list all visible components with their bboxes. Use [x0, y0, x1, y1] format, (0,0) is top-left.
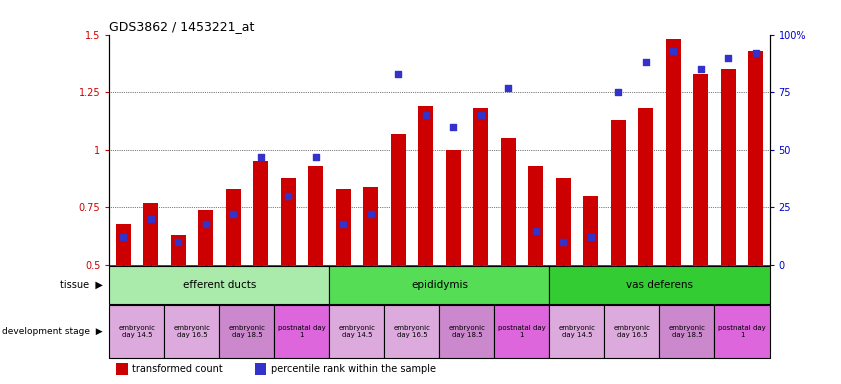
Bar	[255, 362, 267, 375]
Bar	[198, 210, 213, 265]
Text: efferent ducts: efferent ducts	[182, 280, 256, 290]
Point	[198, 220, 212, 227]
Bar	[693, 74, 708, 265]
Bar	[446, 150, 461, 265]
Point	[116, 234, 130, 240]
Bar	[384, 305, 439, 358]
Point	[447, 124, 460, 130]
Bar	[225, 189, 241, 265]
Text: GDS3862 / 1453221_at: GDS3862 / 1453221_at	[109, 20, 255, 33]
Bar	[666, 39, 681, 265]
Point	[364, 211, 378, 217]
Point	[172, 239, 185, 245]
Point	[694, 66, 707, 72]
Bar	[330, 266, 549, 304]
Text: vas deferens: vas deferens	[626, 280, 693, 290]
Text: tissue  ▶: tissue ▶	[60, 280, 103, 290]
Text: embryonic
day 16.5: embryonic day 16.5	[613, 325, 650, 338]
Bar	[495, 305, 549, 358]
Bar	[109, 305, 164, 358]
Bar	[556, 177, 571, 265]
Bar	[439, 305, 495, 358]
Bar	[116, 362, 128, 375]
Point	[226, 211, 240, 217]
Bar	[528, 166, 543, 265]
Bar	[549, 305, 605, 358]
Bar	[330, 305, 384, 358]
Text: development stage  ▶: development stage ▶	[3, 327, 103, 336]
Bar	[500, 138, 516, 265]
Point	[529, 227, 542, 233]
Point	[391, 71, 405, 77]
Point	[336, 220, 350, 227]
Bar	[281, 177, 296, 265]
Point	[474, 112, 488, 118]
Text: embryonic
day 16.5: embryonic day 16.5	[173, 325, 210, 338]
Point	[501, 84, 515, 91]
Bar	[549, 266, 770, 304]
Bar	[363, 187, 378, 265]
Point	[557, 239, 570, 245]
Bar	[253, 161, 268, 265]
Bar	[220, 305, 274, 358]
Text: postnatal day
1: postnatal day 1	[278, 325, 325, 338]
Bar	[721, 69, 736, 265]
Bar	[336, 189, 351, 265]
Point	[639, 59, 653, 65]
Point	[282, 193, 295, 199]
Bar	[638, 108, 653, 265]
Text: embryonic
day 14.5: embryonic day 14.5	[119, 325, 156, 338]
Bar	[748, 51, 764, 265]
Text: embryonic
day 16.5: embryonic day 16.5	[394, 325, 431, 338]
Text: embryonic
day 18.5: embryonic day 18.5	[229, 325, 266, 338]
Text: percentile rank within the sample: percentile rank within the sample	[271, 364, 436, 374]
Point	[584, 234, 597, 240]
Bar	[109, 266, 330, 304]
Bar	[143, 203, 158, 265]
Bar	[659, 305, 715, 358]
Bar	[715, 305, 770, 358]
Text: embryonic
day 18.5: embryonic day 18.5	[448, 325, 485, 338]
Bar	[473, 108, 489, 265]
Point	[144, 216, 157, 222]
Point	[749, 50, 763, 56]
Text: postnatal day
1: postnatal day 1	[498, 325, 546, 338]
Bar	[390, 134, 405, 265]
Bar	[274, 305, 330, 358]
Point	[309, 154, 322, 160]
Bar	[418, 106, 433, 265]
Text: postnatal day
1: postnatal day 1	[718, 325, 766, 338]
Point	[611, 89, 625, 95]
Text: epididymis: epididymis	[411, 280, 468, 290]
Text: embryonic
day 14.5: embryonic day 14.5	[558, 325, 595, 338]
Point	[419, 112, 432, 118]
Bar	[308, 166, 323, 265]
Bar	[164, 305, 220, 358]
Text: transformed count: transformed count	[132, 364, 223, 374]
Bar	[171, 235, 186, 265]
Point	[254, 154, 267, 160]
Bar	[605, 305, 659, 358]
Text: embryonic
day 14.5: embryonic day 14.5	[338, 325, 375, 338]
Bar	[583, 196, 598, 265]
Bar	[611, 120, 626, 265]
Point	[722, 55, 735, 61]
Bar	[115, 223, 130, 265]
Point	[667, 48, 680, 54]
Text: embryonic
day 18.5: embryonic day 18.5	[669, 325, 706, 338]
